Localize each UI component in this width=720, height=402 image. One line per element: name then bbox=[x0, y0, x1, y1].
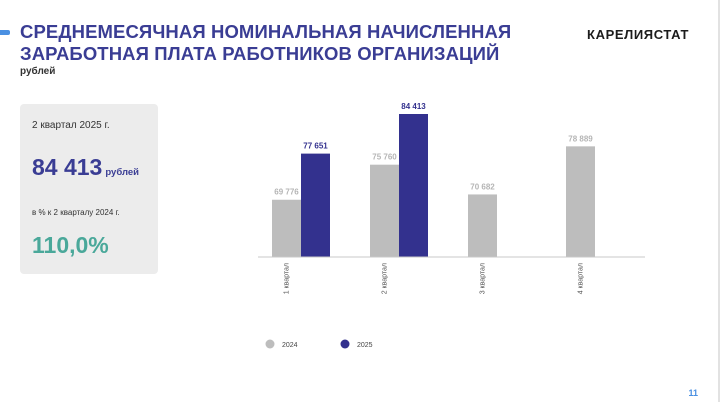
page-title: СРЕДНЕМЕСЯЧНАЯ НОМИНАЛЬНАЯ НАЧИСЛЕННАЯ З… bbox=[20, 21, 540, 65]
slide-edge bbox=[718, 0, 720, 402]
summary-value-row: 84 413 рублей bbox=[32, 154, 139, 181]
unit-label: рублей bbox=[20, 66, 56, 77]
summary-card: 2 квартал 2025 г. 84 413 рублей в % к 2 к… bbox=[20, 104, 158, 274]
accent-bar bbox=[0, 30, 10, 35]
bar-2024-4 bbox=[566, 146, 595, 257]
summary-value: 84 413 bbox=[32, 154, 103, 180]
bar-2025-2 bbox=[399, 114, 428, 257]
data-label-2025-1: 77 651 bbox=[303, 142, 328, 151]
category-label-1: 1 квартал bbox=[284, 263, 291, 294]
summary-currency: рублей bbox=[105, 167, 139, 178]
legend-label-2025: 2025 bbox=[357, 342, 373, 349]
legend-marker-2024 bbox=[265, 339, 275, 349]
category-label-2: 2 квартал bbox=[382, 263, 389, 294]
category-label-4: 4 квартал bbox=[578, 263, 585, 294]
brand-logo-text: КАРЕЛИЯСТАТ bbox=[587, 27, 689, 42]
page-number: 11 bbox=[688, 388, 698, 398]
data-label-2025-2: 84 413 bbox=[401, 102, 426, 111]
bar-2024-2 bbox=[370, 164, 399, 257]
bar-2024-1 bbox=[272, 199, 301, 257]
data-label-2024-1: 69 776 bbox=[274, 188, 299, 197]
bar-2024-3 bbox=[468, 194, 497, 257]
summary-percent: 110,0% bbox=[32, 232, 109, 258]
legend-label-2024: 2024 bbox=[282, 342, 298, 349]
data-label-2024-2: 75 760 bbox=[372, 153, 397, 162]
category-label-3: 3 квартал bbox=[480, 263, 487, 294]
bar-2025-1 bbox=[301, 153, 330, 257]
summary-comparison-label: в % к 2 кварталу 2024 г. bbox=[32, 208, 120, 217]
title-line-2: ЗАРАБОТНАЯ ПЛАТА РАБОТНИКОВ ОРГАНИЗАЦИЙ bbox=[20, 43, 500, 64]
legend-marker-2025 bbox=[340, 339, 350, 349]
summary-period: 2 квартал 2025 г. bbox=[32, 120, 110, 131]
data-label-2024-3: 70 682 bbox=[470, 182, 495, 191]
title-line-1: СРЕДНЕМЕСЯЧНАЯ НОМИНАЛЬНАЯ НАЧИСЛЕННАЯ bbox=[20, 21, 512, 42]
data-label-2024-4: 78 889 bbox=[568, 134, 593, 143]
